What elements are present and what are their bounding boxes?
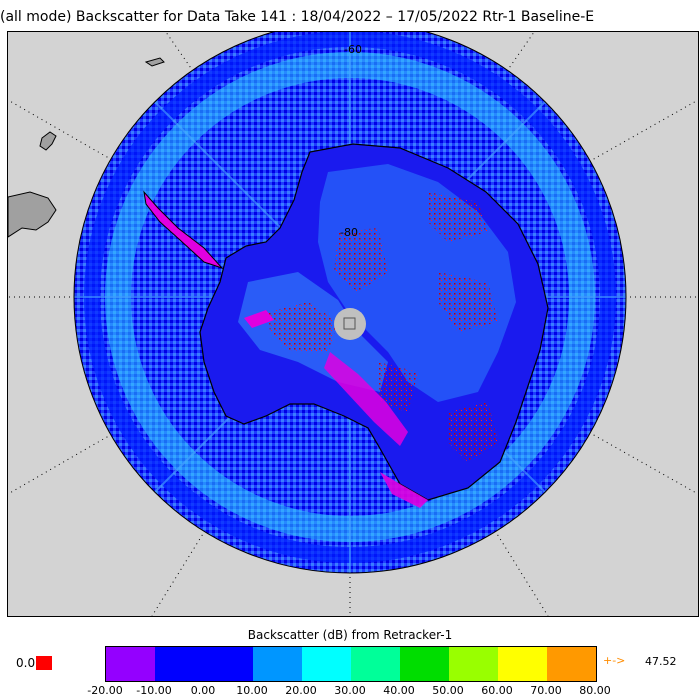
colorbar-segment — [547, 647, 596, 681]
colorbar-segment — [253, 647, 302, 681]
overflow-arrow-icon: +-> — [603, 654, 626, 667]
colorbar-segment — [204, 647, 253, 681]
colorbar-tick-label: 70.00 — [530, 684, 562, 697]
colorbar-tick-label: 20.00 — [285, 684, 317, 697]
colorbar-tick-label: 80.00 — [579, 684, 611, 697]
colorbar-tick-label: 50.00 — [432, 684, 464, 697]
colorbar-segment — [302, 647, 351, 681]
colorbar-segment — [449, 647, 498, 681]
colorbar-title: Backscatter (dB) from Retracker-1 — [247, 628, 453, 642]
pole-hole — [334, 308, 366, 340]
colorbar-segment — [106, 647, 155, 681]
colorbar-tick-label: 0.00 — [190, 684, 216, 697]
colorbar-segment — [351, 647, 400, 681]
south-georgia — [144, 57, 165, 67]
lat-label-60: -60 — [344, 43, 362, 56]
backscatter-disc — [74, 32, 626, 573]
overflow-value: 47.52 — [645, 655, 677, 668]
colorbar-segment — [498, 647, 547, 681]
falkland-islands — [39, 131, 57, 151]
underflow-label: 0.0 — [16, 656, 36, 670]
colorbar-segment — [155, 647, 204, 681]
map-frame: -60 -80 — [7, 31, 699, 617]
map-title: (all mode) Backscatter for Data Take 141… — [0, 9, 595, 25]
south-america-tip — [8, 191, 57, 238]
colorbar-tick-label: 30.00 — [334, 684, 366, 697]
colorbar-tick-label: 10.00 — [236, 684, 268, 697]
antarctic-peninsula — [143, 190, 224, 270]
lat-label-80: -80 — [340, 226, 358, 239]
outer-latitude-circle — [73, 32, 627, 574]
polar-stereographic-map: -60 -80 — [8, 32, 698, 616]
colorbar-tick-label: -10.00 — [136, 684, 172, 697]
colorbar-tick-label: 40.00 — [383, 684, 415, 697]
colorbar-segment — [400, 647, 449, 681]
colorbar-tick-label: 60.00 — [481, 684, 513, 697]
underflow-swatch — [36, 656, 52, 670]
colorbar-tick-label: -20.00 — [87, 684, 123, 697]
colorbar — [105, 646, 597, 682]
